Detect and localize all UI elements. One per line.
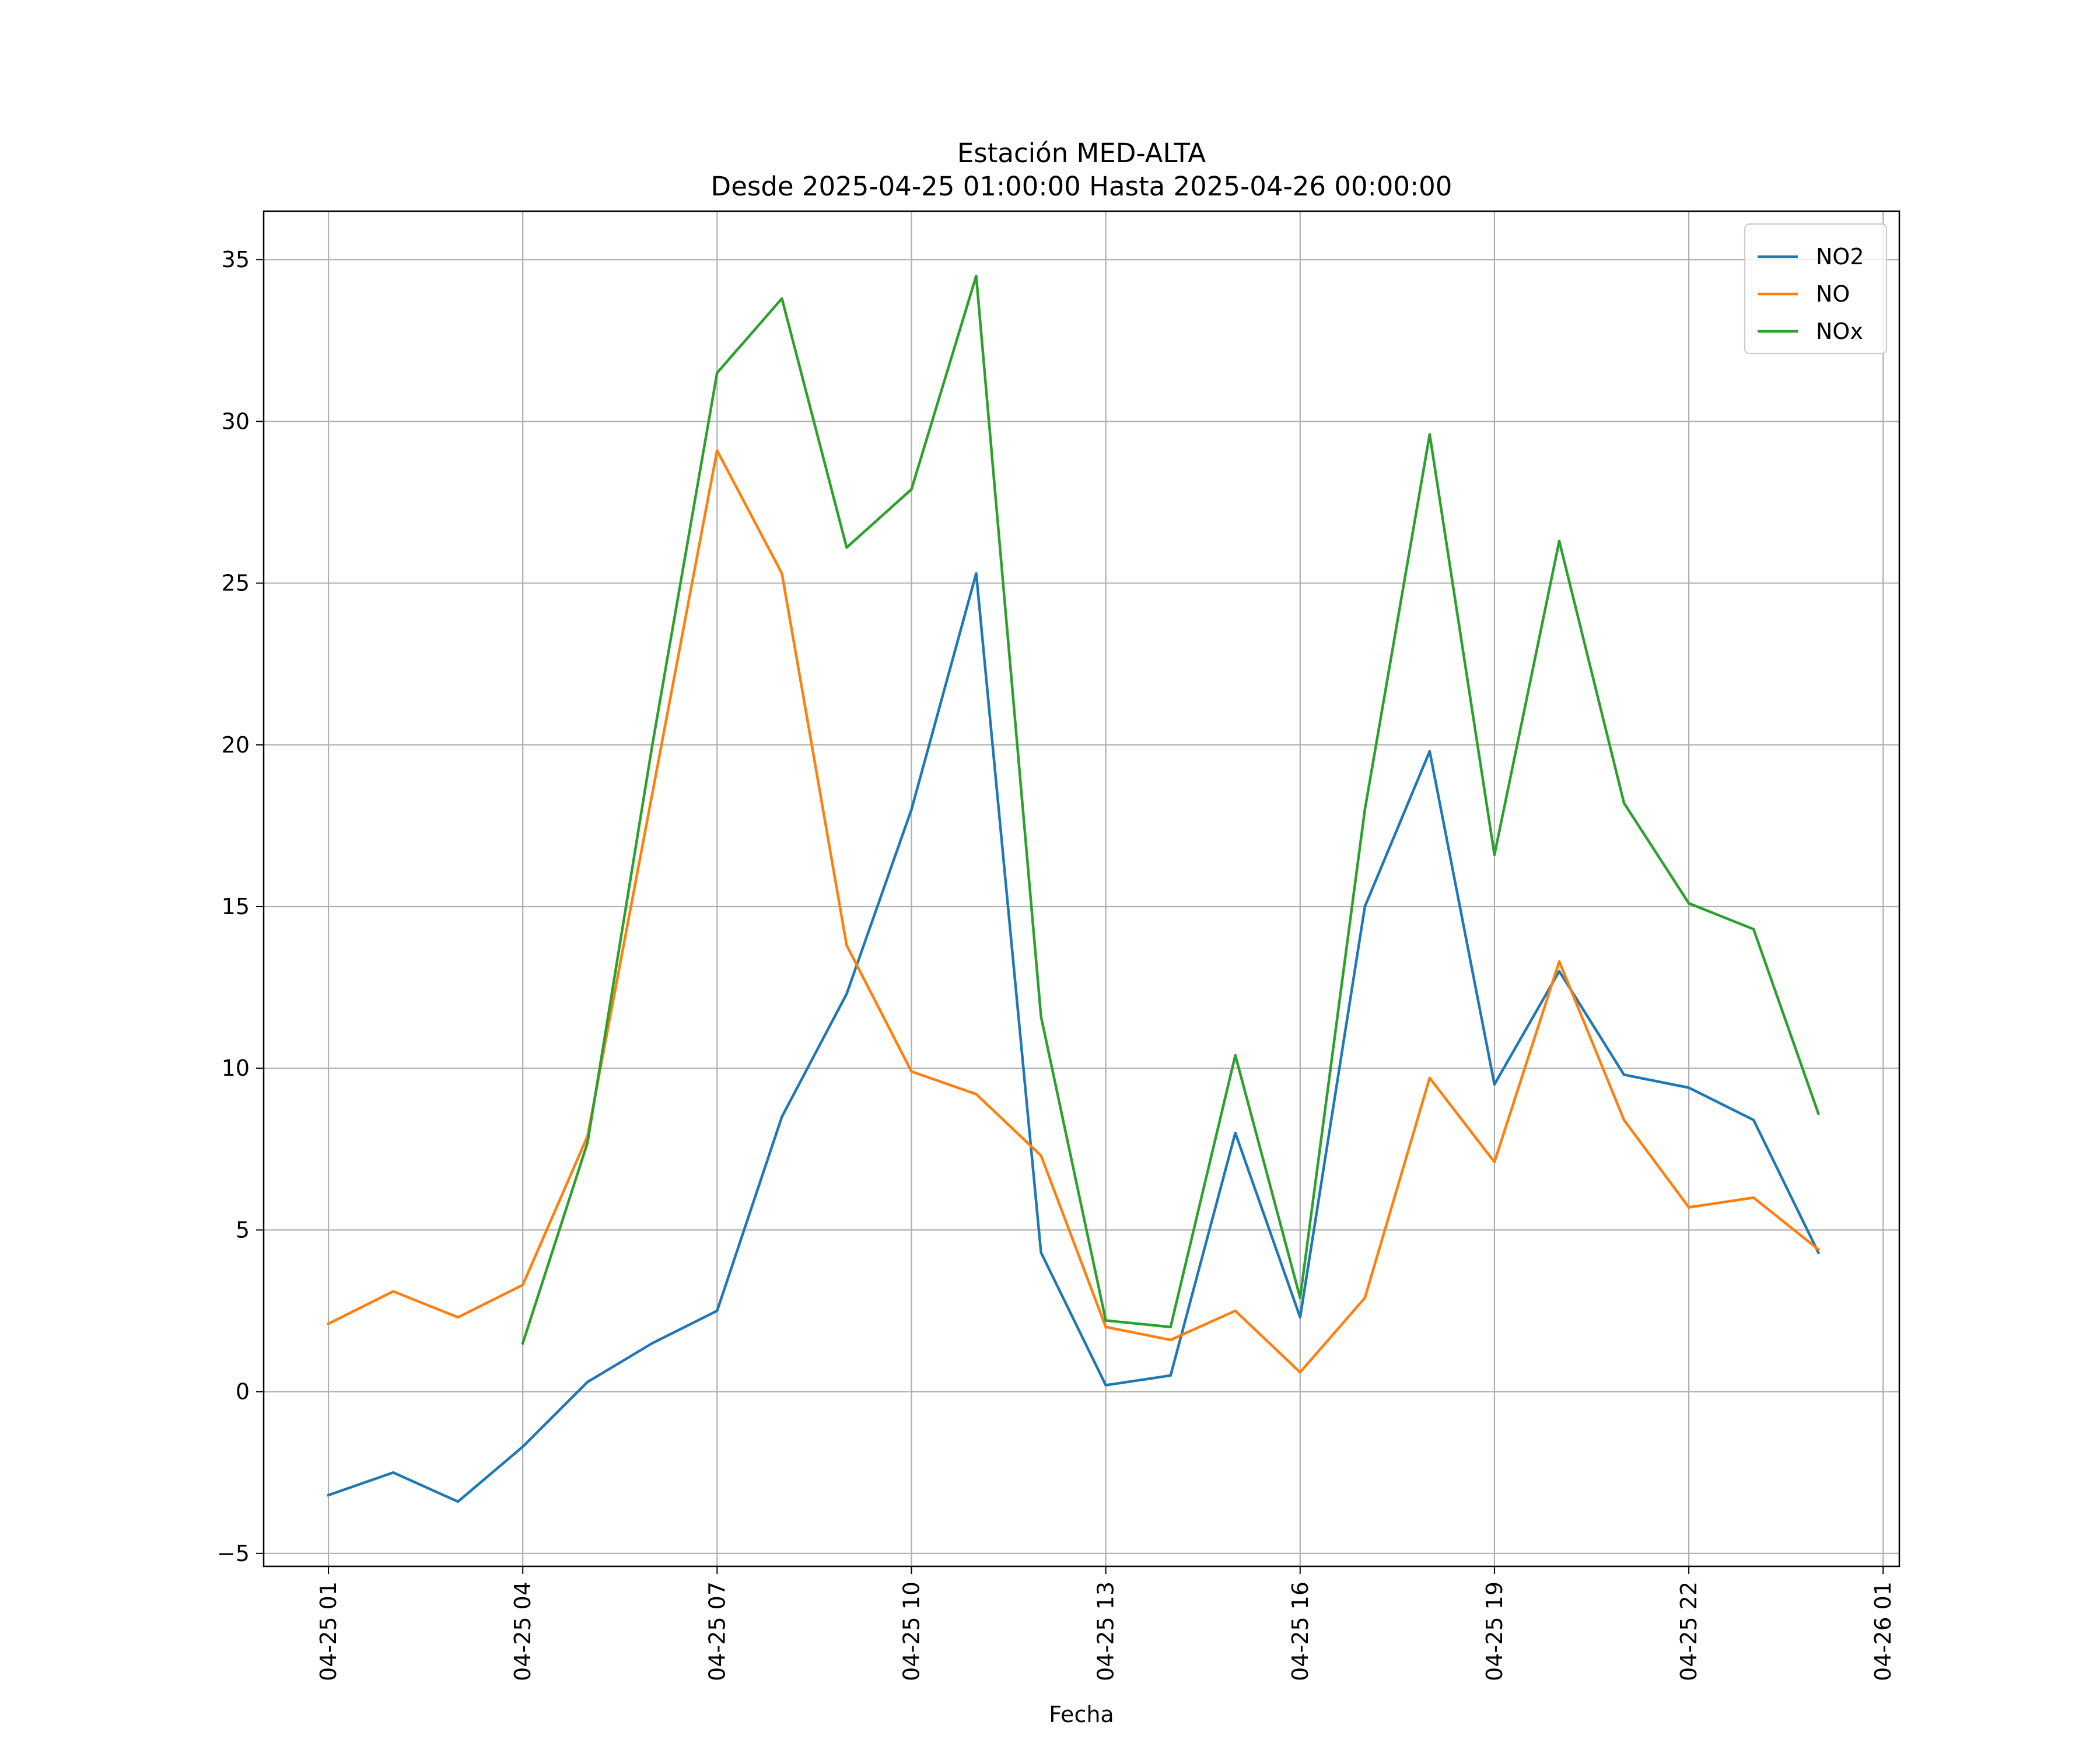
series-line-no (326, 449, 1821, 1374)
y-tick-label: 30 (222, 408, 250, 434)
x-tick-label: 04-25 01 (316, 1581, 341, 1681)
x-tick-label: 04-25 04 (510, 1581, 536, 1681)
x-tick-label: 04-25 22 (1676, 1581, 1702, 1681)
y-tick-label: 10 (222, 1055, 250, 1081)
y-tick-label: −5 (217, 1541, 250, 1566)
x-tick-label: 04-25 13 (1093, 1581, 1119, 1681)
y-tick-label: 0 (236, 1379, 250, 1405)
y-tick-label: 15 (222, 894, 250, 919)
legend-label-no2: NO2 (1816, 244, 1864, 270)
axis-ticks: 04-25 01 04-25 04 04-25 07 04-25 10 04-25 13… (217, 247, 1896, 1681)
legend: NO2 NO NOx (1744, 223, 1888, 355)
y-tick-label: 25 (222, 571, 250, 596)
y-tick-label: 20 (222, 732, 250, 758)
y-tick-label: 5 (236, 1217, 250, 1243)
series-lines (326, 274, 1821, 1503)
chart-subtitle: Desde 2025-04-25 01:00:00 Hasta 2025-04-… (711, 171, 1452, 202)
series-line-nox (521, 274, 1821, 1345)
legend-label-nox: NOx (1816, 319, 1863, 344)
grid (264, 211, 1899, 1566)
chart-title: Estación MED-ALTA (957, 138, 1206, 169)
x-tick-label: 04-26 01 (1870, 1581, 1896, 1681)
y-tick-label: 35 (222, 247, 250, 272)
x-axis-label: Fecha (1049, 1702, 1114, 1727)
x-tick-label: 04-25 07 (704, 1581, 730, 1681)
x-tick-label: 04-25 16 (1287, 1581, 1313, 1681)
legend-label-no: NO (1816, 281, 1850, 307)
x-tick-label: 04-25 10 (898, 1581, 924, 1681)
plot-area-frame (262, 210, 1901, 1567)
x-tick-label: 04-25 19 (1482, 1581, 1507, 1681)
